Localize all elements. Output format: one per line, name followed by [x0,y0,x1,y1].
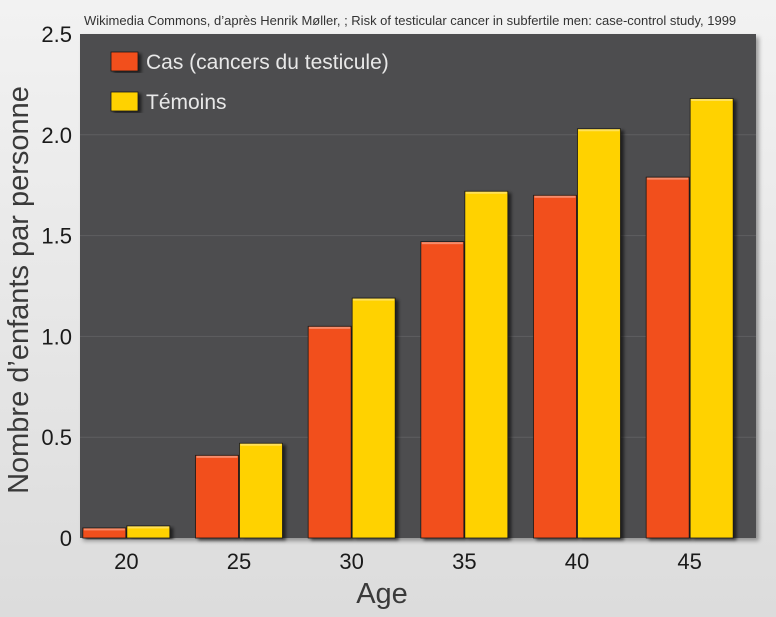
x-tick-labels: 20 25 30 35 40 45 [114,549,702,574]
bar-highlight [83,528,125,531]
bar-temoins-45 [689,98,734,539]
bar-temoins-40 [577,128,621,539]
x-tick-label: 35 [452,549,476,574]
x-tick-label: 25 [227,549,251,574]
bar-highlight [647,177,689,180]
y-tick-labels: 0 0.5 1.0 1.5 2.0 2.5 [41,22,72,551]
bar-cas-25 [195,454,239,539]
source-caption: Wikimedia Commons, d’après Henrik Møller… [84,13,736,28]
legend-label: Cas (cancers du testicule) [146,51,389,74]
bar-highlight [534,195,576,198]
bar-cas-20 [82,527,127,539]
bar-temoins-35 [464,190,509,539]
y-tick-label: 2.5 [41,22,72,47]
bar-highlight [353,298,395,301]
bar-highlight [691,99,733,102]
legend-swatch [110,51,139,72]
bar-cas-45 [645,176,690,539]
x-tick-label: 45 [677,549,701,574]
bar-temoins-20 [126,525,171,539]
y-tick-label: 1.5 [41,224,72,249]
y-tick-label: 0 [60,526,72,551]
gridlines [80,134,756,438]
y-tick-label: 0.5 [41,425,72,450]
x-tick-label: 20 [114,549,138,574]
bars [82,98,734,539]
bar-cas-35 [420,241,465,539]
bar-highlight [127,526,169,529]
bar-temoins-25 [239,442,283,539]
x-tick-label: 40 [565,549,589,574]
legend-label: Témoins [146,91,227,114]
y-axis-title: Nombre d’enfants par personne [3,86,35,494]
bar-cas-30 [307,325,352,539]
legend: Cas (cancers du testicule) Témoins [110,51,389,114]
x-axis-title: Age [356,578,408,610]
x-tick-label: 30 [339,549,363,574]
y-tick-label: 2.0 [41,123,72,148]
bar-highlight [421,242,463,245]
bar-highlight [465,191,507,194]
legend-swatch [110,91,139,112]
bar-cas-40 [533,194,577,539]
bar-highlight [196,455,238,458]
plot-area [80,34,756,538]
bar-highlight [240,443,282,446]
bar-highlight [578,129,620,132]
bar-highlight [309,326,351,329]
y-tick-label: 1.0 [41,324,72,349]
bar-temoins-30 [351,297,396,539]
